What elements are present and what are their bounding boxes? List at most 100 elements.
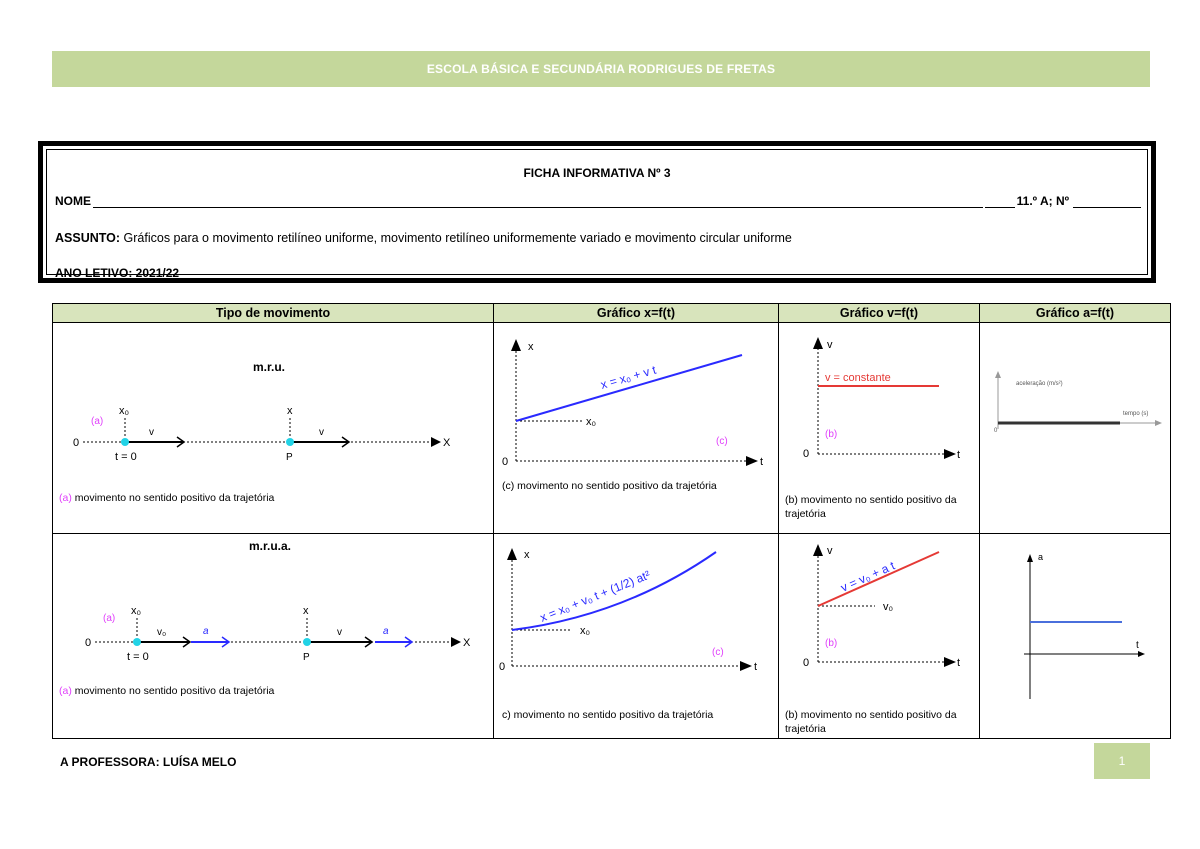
school-header: ESCOLA BÁSICA E SECUNDÁRIA RODRIGUES DE … <box>52 51 1150 87</box>
mru-xt-axis-x: x <box>528 341 534 353</box>
mru-v-right: v <box>319 427 324 438</box>
mrua-v0: v₀ <box>157 627 166 638</box>
mrua-vt-line <box>817 551 940 607</box>
mru-caption-b: (b) movimento no sentido positivo da tra… <box>785 494 957 520</box>
mru-trajectory-diagram: m.r.u. (a) x₀ x 0 X v v t = 0 P <box>73 360 451 463</box>
ano-letivo: ANO LETIVO: 2021/22 <box>55 266 180 280</box>
mrua-trajectory-diagram: m.r.u.a. (a) x₀ x 0 X v₀ a v <box>85 539 471 663</box>
cell-mru-at: aceleração (m/s²) tempo (s) 0 <box>979 322 1171 534</box>
mrua-xt-curve <box>511 551 717 631</box>
number-field[interactable] <box>1073 195 1141 208</box>
mru-x0: x₀ <box>119 405 129 417</box>
mru-axis-X: X <box>443 437 451 449</box>
mrua-vt-graph: v t 0 v₀ v = v₀ + a t (b) <box>803 544 960 669</box>
table-row-mru: m.r.u. (a) x₀ x 0 X v v t = 0 P <box>52 322 1171 534</box>
mru-vt-zero: 0 <box>803 448 809 460</box>
mru-at-graph: aceleração (m/s²) tempo (s) 0 <box>994 371 1162 434</box>
mrua-caption-a: (a) movimento no sentido positivo da tra… <box>59 685 275 697</box>
mrua-xt-tag: (c) <box>712 647 724 658</box>
assunto-row: ASSUNTO: Gráficos para o movimento retil… <box>55 231 792 245</box>
mrua-vt-tag: (b) <box>825 638 837 649</box>
mrua-v: v <box>337 627 342 638</box>
nome-label: NOME <box>55 194 91 208</box>
mru-xt-line <box>515 354 743 422</box>
assunto-text: Gráficos para o movimento retilíneo unif… <box>120 231 792 245</box>
mrua-xt-axis-t: t <box>754 661 757 673</box>
header-vt: Gráfico v=f(t) <box>778 303 980 323</box>
mrua-xt-axis-x: x <box>524 549 530 561</box>
info-box: FICHA INFORMATIVA Nº 3 NOME 11.º A; Nº A… <box>38 141 1156 283</box>
mru-zero: 0 <box>73 437 79 449</box>
mru-start-dot <box>121 438 129 446</box>
cell-mrua-vt: v t 0 v₀ v = v₀ + a t (b) (b) movimento … <box>778 533 980 739</box>
mrua-title: m.r.u.a. <box>249 539 291 553</box>
mrua-xt-graph: x t 0 x₀ x = x₀ + v₀ t + (1/2) at² (c) <box>499 548 757 673</box>
nome-row: NOME 11.º A; Nº <box>55 194 1141 208</box>
mru-title: m.r.u. <box>253 360 285 374</box>
mrua-xt-x0: x₀ <box>580 625 590 637</box>
mrua-at-axis-t: t <box>1136 640 1139 651</box>
header-tipo: Tipo de movimento <box>52 303 494 323</box>
mru-at-xlabel: tempo (s) <box>1123 411 1148 417</box>
mrua-p-dot <box>303 638 311 646</box>
mru-xt-axis-t: t <box>760 456 763 468</box>
assunto-label: ASSUNTO: <box>55 231 121 245</box>
teacher-signature: A PROFESSORA: LUÍSA MELO <box>60 755 237 769</box>
mrua-vt-axis-t: t <box>957 657 960 669</box>
ficha-title: FICHA INFORMATIVA Nº 3 <box>523 166 671 180</box>
nome-field[interactable] <box>93 195 983 208</box>
header-xt: Gráfico x=f(t) <box>493 303 779 323</box>
header-at: Gráfico a=f(t) <box>979 303 1171 323</box>
mru-xt-x0: x₀ <box>586 416 596 428</box>
mrua-at-axis-a: a <box>1038 552 1043 562</box>
mrua-zero: 0 <box>85 637 91 649</box>
cell-mru-xt: x t 0 x₀ x = x₀ + v t (c) (c) movimento … <box>493 322 779 534</box>
mrua-vt-zero: 0 <box>803 657 809 669</box>
class-label: 11.º A; Nº <box>1016 194 1069 208</box>
mru-vt-axis-t: t <box>957 449 960 461</box>
cell-mrua-at: a t <box>979 533 1171 739</box>
mru-caption-c: (c) movimento no sentido positivo da tra… <box>502 480 717 492</box>
mrua-a-right: a <box>383 626 389 637</box>
mru-vt-axis-v: v <box>827 339 833 351</box>
table-header-row: Tipo de movimento Gráfico x=f(t) Gráfico… <box>52 303 1171 323</box>
table-row-mrua: m.r.u.a. (a) x₀ x 0 X v₀ a v <box>52 533 1171 739</box>
mru-vt-label: v = constante <box>825 372 891 384</box>
mrua-a-left: a <box>203 626 209 637</box>
mru-xt-zero: 0 <box>502 456 508 468</box>
cell-mrua-type: m.r.u.a. (a) x₀ x 0 X v₀ a v <box>52 533 494 739</box>
mrua-caption-c: c) movimento no sentido positivo da traj… <box>502 709 714 721</box>
mru-x: x <box>287 405 293 417</box>
mru-caption-a: (a) movimento no sentido positivo da tra… <box>59 492 275 504</box>
cell-mru-type: m.r.u. (a) x₀ x 0 X v v t = 0 P <box>52 322 494 534</box>
mru-P: P <box>286 452 293 463</box>
page-number: 1 <box>1094 743 1150 779</box>
cell-mrua-xt: x t 0 x₀ x = x₀ + v₀ t + (1/2) at² (c) c… <box>493 533 779 739</box>
nome-field-tail[interactable] <box>984 195 1015 208</box>
mrua-start-dot <box>133 638 141 646</box>
mru-vt-graph: v t 0 v = constante (b) <box>803 337 960 461</box>
graphs-table: Tipo de movimento Gráfico x=f(t) Gráfico… <box>52 303 1171 739</box>
mru-v-left: v <box>149 427 154 438</box>
mrua-vt-axis-v: v <box>827 545 833 557</box>
mru-tag-a: (a) <box>91 416 103 427</box>
mru-vt-tag: (b) <box>825 429 837 440</box>
mrua-x: x <box>303 605 309 617</box>
mrua-P: P <box>303 652 310 663</box>
mrua-at-graph: a t <box>1024 552 1145 699</box>
mrua-vt-equation: v = v₀ + a t <box>839 558 898 595</box>
mrua-xt-zero: 0 <box>499 661 505 673</box>
mru-at-ylabel: aceleração (m/s²) <box>1016 381 1063 387</box>
mru-p-dot <box>286 438 294 446</box>
mrua-x0: x₀ <box>131 605 141 617</box>
mru-xt-graph: x t 0 x₀ x = x₀ + v t (c) <box>502 339 763 468</box>
mru-at-zero: 0 <box>994 428 998 434</box>
mrua-t0: t = 0 <box>127 651 149 663</box>
mrua-tag-a: (a) <box>103 613 115 624</box>
mrua-vt-v0: v₀ <box>883 601 893 613</box>
mrua-caption-b: (b) movimento no sentido positivo da tra… <box>785 709 957 735</box>
mrua-axis-X: X <box>463 637 471 649</box>
mru-xt-tag: (c) <box>716 436 728 447</box>
cell-mru-vt: v t 0 v = constante (b) (b) movimento no… <box>778 322 980 534</box>
mru-t0: t = 0 <box>115 451 137 463</box>
